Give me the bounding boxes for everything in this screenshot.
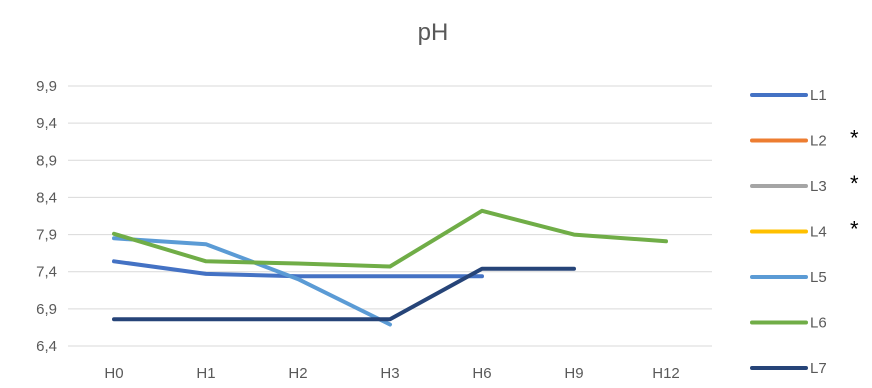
series-line-l5 xyxy=(112,236,392,327)
gridlines xyxy=(68,85,712,347)
y-tick-label: 9,9 xyxy=(36,78,57,95)
y-tick-label: 8,9 xyxy=(36,152,57,169)
x-axis-tick-labels: H0 H1 H2 H3 H6 H9 H12 xyxy=(104,365,679,382)
y-tick-label: 6,4 xyxy=(36,338,57,355)
legend-label: L7 xyxy=(810,360,827,377)
series-line-l1 xyxy=(112,259,484,279)
legend-item-l2: L2 * xyxy=(750,126,859,151)
x-tick-label: H6 xyxy=(472,365,491,382)
legend-item-l3: L3 * xyxy=(750,171,859,196)
y-tick-label: 6,9 xyxy=(36,301,57,318)
legend-label: L4 xyxy=(810,224,827,241)
legend-label: L5 xyxy=(810,269,827,286)
x-tick-label: H1 xyxy=(196,365,215,382)
x-tick-label: H3 xyxy=(380,365,399,382)
x-tick-label: H0 xyxy=(104,365,123,382)
legend-asterisk: * xyxy=(850,171,859,196)
x-tick-label: H2 xyxy=(288,365,307,382)
legend-label: L2 xyxy=(810,133,827,150)
legend-label: L3 xyxy=(810,178,827,195)
legend-item-l7: L7 xyxy=(750,360,827,377)
legend-asterisk: * xyxy=(850,126,859,151)
legend-label: L6 xyxy=(810,315,827,332)
y-tick-label: 8,4 xyxy=(36,189,57,206)
legend-item-l4: L4 * xyxy=(750,217,859,242)
legend-item-l6: L6 xyxy=(750,315,827,332)
chart-title: pH xyxy=(418,19,449,46)
legend: L1 L2 * L3 * L4 * L5 L6 L7 xyxy=(750,87,859,377)
y-axis-tick-labels: 6,4 6,9 7,4 7,9 8,4 8,9 9,4 9,9 xyxy=(36,78,57,355)
legend-item-l5: L5 xyxy=(750,269,827,286)
y-tick-label: 7,9 xyxy=(36,227,57,244)
legend-item-l1: L1 xyxy=(750,87,827,104)
series-line-l7 xyxy=(112,266,576,322)
legend-label: L1 xyxy=(810,87,827,104)
y-tick-label: 7,4 xyxy=(36,264,57,281)
legend-asterisk: * xyxy=(850,217,859,242)
x-tick-label: H12 xyxy=(652,365,680,382)
series-line-l6 xyxy=(112,208,668,269)
x-tick-label: H9 xyxy=(564,365,583,382)
y-tick-label: 9,4 xyxy=(36,115,57,132)
series-lines xyxy=(112,208,668,327)
